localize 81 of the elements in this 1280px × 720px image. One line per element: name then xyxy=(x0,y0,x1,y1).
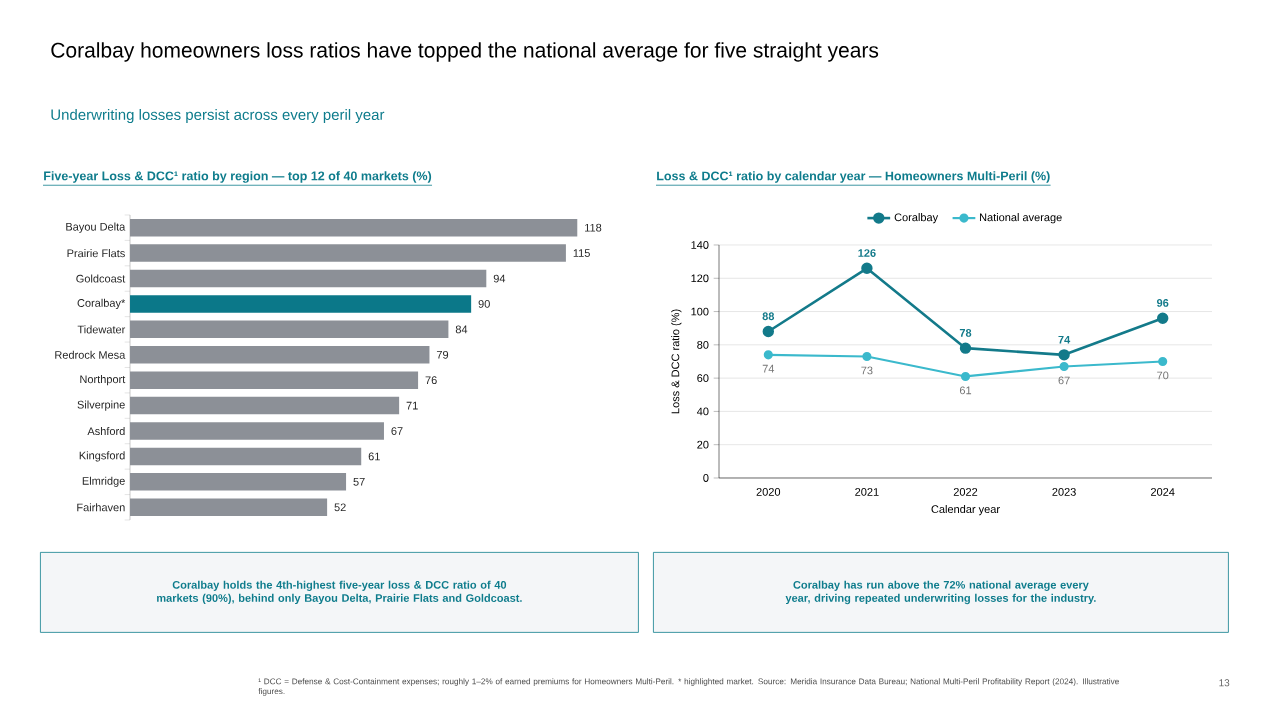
data-label: 94 xyxy=(493,274,506,283)
data-label: 96 xyxy=(1156,299,1169,307)
y-tick-label: Tidewater xyxy=(77,325,126,334)
data-label: 118 xyxy=(585,223,602,232)
x-tick-label: 2024 xyxy=(1151,488,1175,496)
bar xyxy=(130,320,449,339)
y-tick-label: 0 xyxy=(703,474,709,482)
data-label: 57 xyxy=(353,478,365,486)
bar xyxy=(130,371,419,389)
y-tick-label: 80 xyxy=(697,340,709,349)
text: 13 xyxy=(1219,679,1230,687)
point xyxy=(959,342,972,354)
data-label: 70 xyxy=(1157,371,1169,380)
legend-label: National average xyxy=(979,213,1062,224)
y-tick-label: Kingsford xyxy=(79,451,125,462)
y-tick-label: 40 xyxy=(696,407,709,416)
point xyxy=(762,325,775,338)
data-label: 76 xyxy=(425,376,437,385)
y-tick-label: Bayou Delta xyxy=(66,222,126,233)
x-axis-title: Calendar year xyxy=(931,504,1000,516)
legend-label: Coralbay xyxy=(894,213,939,224)
bar xyxy=(130,447,362,466)
point xyxy=(1059,361,1069,372)
x-tick-label: 2021 xyxy=(855,488,879,496)
data-label: 78 xyxy=(959,329,972,337)
y-tick-label: 100 xyxy=(691,307,709,316)
point xyxy=(960,371,971,382)
x-tick-label: 2020 xyxy=(756,488,781,496)
point xyxy=(763,350,773,360)
point xyxy=(861,262,873,274)
data-label: 74 xyxy=(1058,335,1071,344)
point xyxy=(1158,356,1168,367)
data-label: 71 xyxy=(406,401,418,410)
y-tick-label: Silverpine xyxy=(77,400,125,411)
point xyxy=(862,351,872,362)
data-label: 88 xyxy=(762,312,775,321)
data-label: 61 xyxy=(959,386,972,395)
y-tick-label: 140 xyxy=(691,241,709,249)
bar xyxy=(130,346,430,364)
text: Underwriting losses persist across every peril year xyxy=(51,108,385,123)
data-label: 67 xyxy=(391,427,403,435)
bar xyxy=(130,269,487,288)
data-label: 115 xyxy=(573,249,590,257)
data-label: 67 xyxy=(1058,376,1070,385)
data-label: 90 xyxy=(478,300,490,308)
data-label: 74 xyxy=(762,364,775,373)
y-tick-label: Redrock Mesa xyxy=(55,350,126,359)
y-tick-label: Goldcoast xyxy=(76,274,126,283)
bar xyxy=(130,422,384,440)
y-tick-label: Fairhaven xyxy=(77,503,125,512)
text: Coralbay has run above the 72% national average every year, driving repeated underwriting losses for the industry. xyxy=(785,580,1096,605)
y-tick-label: Prairie Flats xyxy=(67,249,125,258)
bar xyxy=(130,244,566,262)
point xyxy=(1058,349,1070,361)
y-tick-label: 20 xyxy=(697,440,709,449)
x-tick-label: 2022 xyxy=(953,488,978,496)
data-label: 61 xyxy=(368,452,380,461)
bar xyxy=(130,218,578,237)
y-tick-label: Northport xyxy=(80,375,126,386)
data-label: 84 xyxy=(455,325,468,334)
bar xyxy=(130,498,328,517)
chart-title: Loss & DCC¹ ratio by calendar year — Homeowners Multi-Peril (%) xyxy=(657,171,1050,183)
bar xyxy=(130,473,347,491)
text: Coralbay holds the 4th-highest five-year loss & DCC ratio of 40 markets (90%), behind only Bayou Delta, Prairie Flats and Goldcoast. xyxy=(157,580,522,605)
data-label: 73 xyxy=(861,366,873,375)
data-label: 126 xyxy=(858,249,876,257)
bar xyxy=(130,295,472,313)
text: ¹ DCC = Defense & Cost-Containment expenses; roughly 1–2% of earned premiums for Homeowners Multi-Peril. * highlighted market. Source: Meridia Insurance Data Bureau; National Multi-Peril Profitability Report (2024). Illustrative figures. xyxy=(258,678,1119,696)
data-label: 52 xyxy=(334,503,346,512)
chart-title: Five-year Loss & DCC¹ ratio by region — top 12 of 40 markets (%) xyxy=(44,171,432,183)
y-tick-label: Ashford xyxy=(87,427,125,436)
bar xyxy=(130,396,400,415)
y-axis-title: Loss & DCC ratio (%) xyxy=(671,309,682,414)
y-tick-label: 120 xyxy=(691,274,709,283)
y-tick-label: 60 xyxy=(697,374,709,383)
text: Coralbay homeowners loss ratios have topped the national average for five straight years xyxy=(51,42,879,62)
data-label: 79 xyxy=(436,350,449,359)
point xyxy=(1157,312,1169,324)
y-tick-label: Elmridge xyxy=(82,476,125,487)
x-tick-label: 2023 xyxy=(1052,488,1076,496)
y-tick-label: Coralbay* xyxy=(77,298,126,310)
